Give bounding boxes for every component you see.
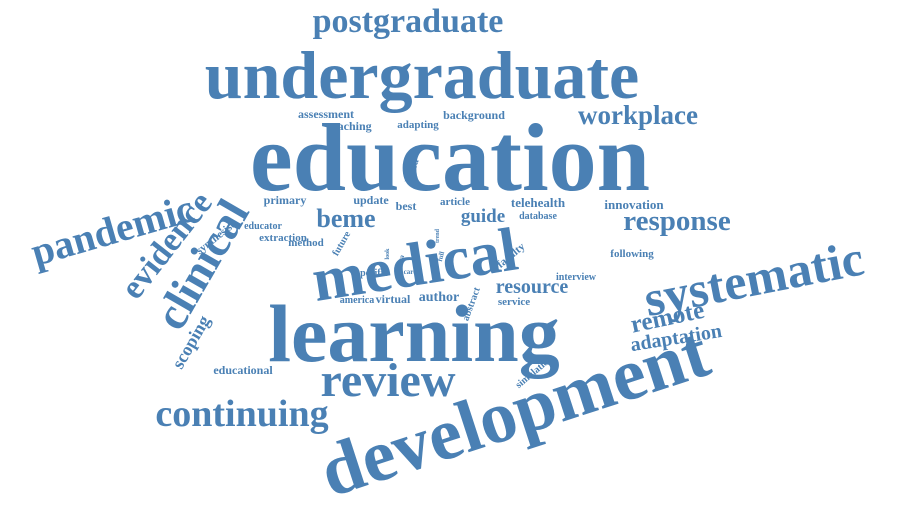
word-learning: learning [268,288,560,379]
word-continuing: continuing [155,393,328,435]
word-method: method [288,237,323,249]
word-full: full [436,251,446,263]
word-educational: educational [213,363,273,377]
word-response: response [623,205,731,237]
word-undergraduate: undergraduate [205,37,639,113]
word-virtual: virtual [376,292,411,306]
word-review: review [320,354,455,407]
word-background: background [443,108,505,122]
word-look: look [385,248,391,260]
word-database: database [519,211,557,222]
word-service: service [498,296,530,308]
word-innovation: innovation [604,197,664,212]
word-educator: educator [244,221,282,232]
word-following: following [610,248,654,260]
word-extraction: extraction [259,232,307,244]
word-primary: primary [264,193,307,207]
word-workplace: workplace [578,100,698,130]
word-guide: guide [461,206,505,227]
word-beme: beme [316,204,375,233]
word-america: america [340,295,374,306]
word-adapting: adapting [397,119,439,131]
word-education: education [250,104,650,211]
word-trend: trend [435,228,441,243]
word-resource: resource [496,276,569,298]
word-postgraduate: postgraduate [313,3,504,40]
word-best: best [396,199,417,213]
word-article: article [440,196,470,208]
word-update: update [353,193,389,207]
word-specific: specific [356,268,388,279]
word-interview: interview [556,272,597,283]
word-author: author [419,290,459,305]
word-teaching: teaching [328,119,371,133]
word-telehealth: telehealth [511,195,566,210]
word-assessment: assessment [298,107,354,121]
word-care: care [404,268,417,276]
